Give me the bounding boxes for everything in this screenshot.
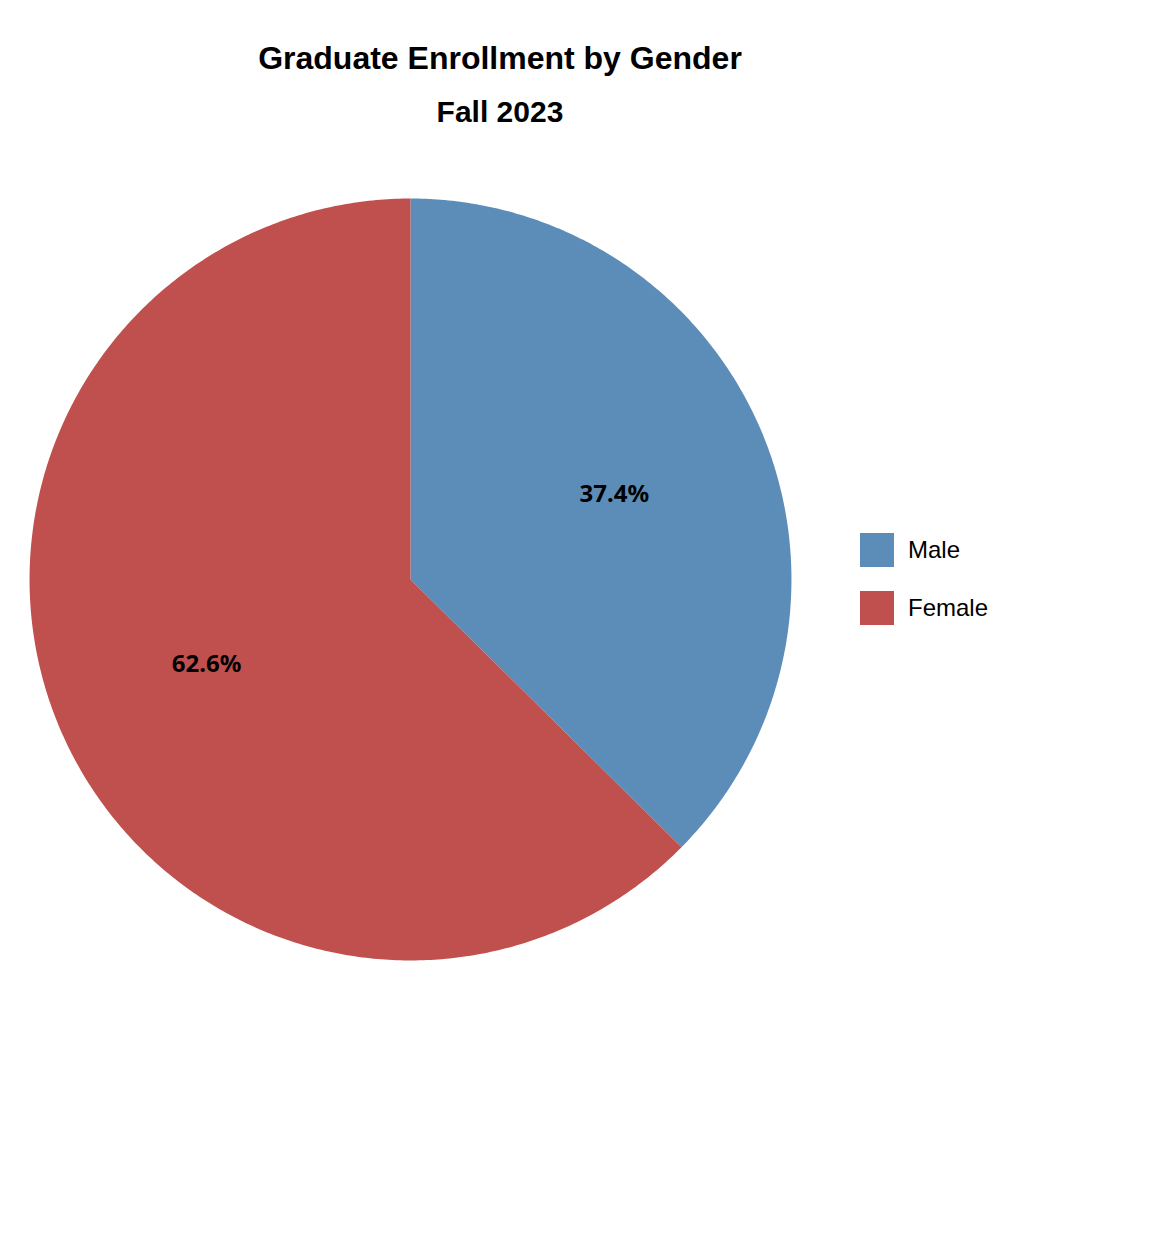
html-text:Male: Male (908, 536, 960, 563)
html-text:Graduate Enrollment by Gender: Graduate Enrollment by Gender (258, 40, 742, 76)
html-text:Female: Female (908, 594, 988, 621)
html-text:Fall 2023: Fall 2023 (436, 95, 564, 128)
svg-text:37.4%: 37.4% (580, 476, 650, 509)
svg-text:62.6%: 62.6% (172, 646, 242, 679)
